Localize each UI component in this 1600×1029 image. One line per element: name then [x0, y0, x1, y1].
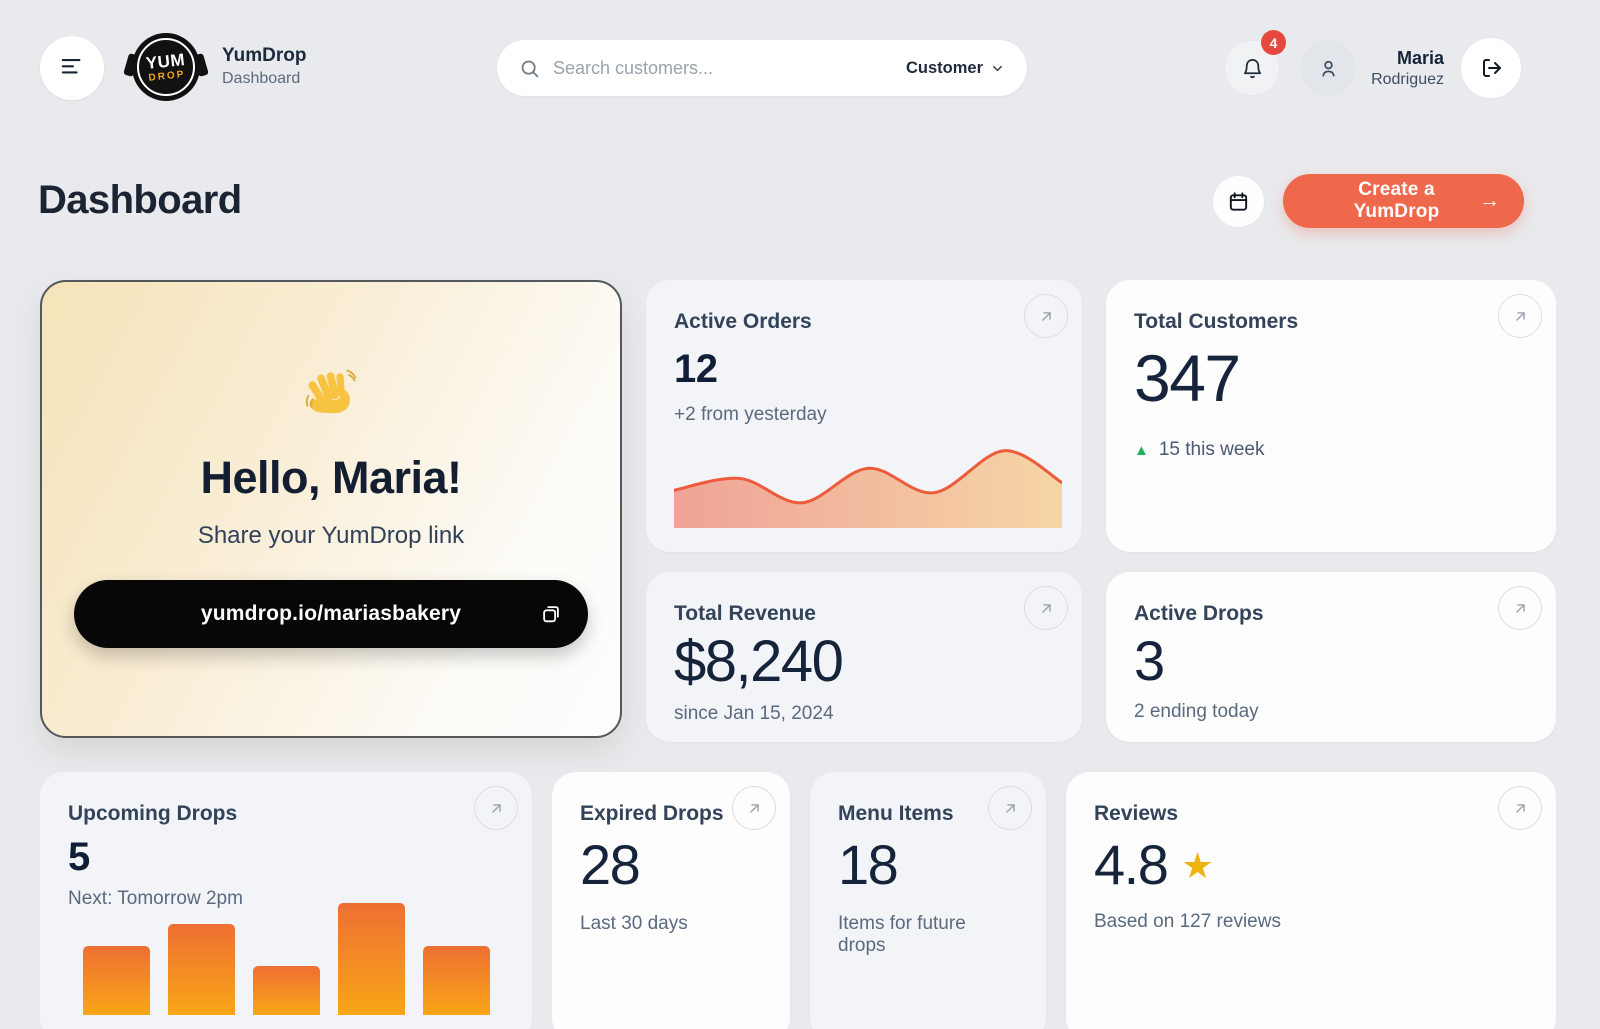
upcoming-drops-subtext: Next: Tomorrow 2pm — [68, 888, 243, 910]
arrow-up-right-icon — [1512, 800, 1529, 817]
logout-button[interactable] — [1460, 37, 1522, 99]
menu-items-card: Menu Items 18 Items for future drops — [810, 772, 1046, 1029]
menu-button[interactable] — [40, 36, 104, 100]
arrow-up-right-icon — [746, 800, 763, 817]
calendar-icon — [1227, 190, 1250, 213]
total-customers-trend: ▲ 15 this week — [1134, 439, 1528, 461]
user-name-block: Maria Rodriguez — [1352, 48, 1444, 89]
reviews-card: Reviews 4.8 ★ Based on 127 reviews — [1066, 772, 1556, 1029]
expired-drops-open-button[interactable] — [732, 786, 776, 830]
hello-greeting: Hello, Maria! — [200, 452, 462, 503]
arrow-up-right-icon — [1002, 800, 1019, 817]
brand-subtitle: Dashboard — [222, 70, 301, 87]
search-scope-dropdown[interactable]: Customer — [906, 59, 1005, 78]
active-orders-sparkline — [672, 444, 1064, 528]
active-drops-value: 3 — [1134, 629, 1165, 693]
arrow-up-right-icon — [488, 800, 505, 817]
user-last-name: Rodriguez — [1371, 71, 1444, 88]
card-title-expired-drops: Expired Drops — [580, 802, 724, 825]
arrow-up-right-icon — [1038, 600, 1055, 617]
yumdrop-logo: YUM DROP — [123, 33, 209, 101]
hello-card: Hello, Maria! Share your YumDrop link yu… — [40, 280, 622, 738]
upcoming-drops-barchart — [83, 895, 490, 1015]
active-orders-card: Active Orders 12 +2 from yesterday — [646, 280, 1082, 552]
arrow-up-right-icon — [1038, 308, 1055, 325]
expired-drops-card: Expired Drops 28 Last 30 days — [552, 772, 790, 1029]
total-revenue-value: $8,240 — [674, 629, 844, 695]
reviews-value-row: 4.8 ★ — [1094, 833, 1528, 897]
reviews-subtext: Based on 127 reviews — [1094, 910, 1281, 932]
search-input[interactable] — [553, 57, 906, 79]
bell-icon — [1241, 57, 1264, 80]
upcoming-drops-open-button[interactable] — [474, 786, 518, 830]
upcoming-drops-card: Upcoming Drops 5 Next: Tomorrow 2pm — [40, 772, 532, 1029]
bar — [168, 924, 235, 1015]
logo-word-yum: YUM — [144, 49, 186, 73]
reviews-open-button[interactable] — [1498, 786, 1542, 830]
card-title-total-customers: Total Customers — [1134, 310, 1299, 333]
calendar-button[interactable] — [1212, 175, 1265, 228]
notification-count-badge: 4 — [1261, 30, 1286, 55]
menu-items-subtext: Items for future drops — [838, 912, 966, 956]
card-title-upcoming-drops: Upcoming Drops — [68, 802, 238, 825]
logout-icon — [1479, 56, 1503, 80]
menu-items-open-button[interactable] — [988, 786, 1032, 830]
hello-subtitle: Share your YumDrop link — [197, 522, 465, 549]
active-drops-subtext: 2 ending today — [1134, 700, 1259, 722]
card-title-total-revenue: Total Revenue — [674, 602, 816, 625]
search-bar: Customer — [497, 40, 1027, 96]
card-title-menu-items: Menu Items — [838, 802, 954, 825]
logo-ring — [137, 38, 195, 96]
expired-drops-subtext: Last 30 days — [580, 912, 688, 934]
upcoming-drops-value: 5 — [68, 835, 90, 880]
share-link-pill[interactable]: yumdrop.io/mariasbakery — [74, 580, 588, 648]
total-revenue-card: Total Revenue $8,240 since Jan 15, 2024 — [646, 572, 1082, 742]
arrow-up-right-icon — [1512, 308, 1529, 325]
active-orders-subtext: +2 from yesterday — [674, 404, 827, 426]
copy-link-button[interactable] — [540, 603, 562, 625]
hamburger-icon — [61, 58, 83, 78]
create-yumdrop-label: Create a YumDrop — [1353, 179, 1440, 222]
arrow-up-right-icon — [1512, 600, 1529, 617]
total-revenue-open-button[interactable] — [1024, 586, 1068, 630]
copy-icon — [540, 603, 562, 625]
bar — [83, 945, 150, 1015]
trend-up-icon: ▲ — [1134, 441, 1149, 459]
reviews-value: 4.8 — [1094, 833, 1169, 897]
total-customers-value: 347 — [1134, 341, 1241, 416]
active-drops-open-button[interactable] — [1498, 586, 1542, 630]
page-title: Dashboard — [38, 178, 242, 222]
user-first-name: Maria — [1396, 48, 1444, 68]
bar — [253, 965, 320, 1015]
brand-block: YumDrop Dashboard — [222, 45, 306, 88]
menu-items-value: 18 — [838, 833, 899, 897]
card-title-active-drops: Active Drops — [1134, 602, 1264, 625]
create-yumdrop-button[interactable]: Create a YumDrop → — [1283, 174, 1524, 228]
expired-drops-value: 28 — [580, 833, 641, 897]
logo-word-drop: DROP — [148, 68, 186, 84]
avatar[interactable] — [1300, 40, 1356, 96]
star-icon: ★ — [1181, 844, 1214, 886]
active-drops-card: Active Drops 3 2 ending today — [1106, 572, 1556, 742]
total-customers-subtext: 15 this week — [1158, 439, 1265, 461]
card-title-reviews: Reviews — [1094, 802, 1179, 825]
total-customers-card: Total Customers 347 ▲ 15 this week — [1106, 280, 1556, 552]
share-link-text: yumdrop.io/mariasbakery — [200, 602, 462, 625]
active-orders-open-button[interactable] — [1024, 294, 1068, 338]
bar — [338, 903, 405, 1015]
logo-text: YUM DROP — [129, 30, 204, 105]
search-icon — [519, 58, 540, 79]
bar — [423, 945, 490, 1015]
waving-hand-icon — [302, 366, 360, 429]
arrow-right-icon: → — [1479, 189, 1500, 212]
user-icon — [1317, 57, 1340, 80]
total-customers-open-button[interactable] — [1498, 294, 1542, 338]
total-revenue-subtext: since Jan 15, 2024 — [674, 703, 834, 725]
search-scope-label: Customer — [905, 58, 983, 77]
brand-name: YumDrop — [222, 45, 307, 66]
active-orders-value: 12 — [674, 347, 718, 392]
chevron-down-icon — [990, 61, 1005, 76]
card-title-active-orders: Active Orders — [674, 310, 812, 333]
